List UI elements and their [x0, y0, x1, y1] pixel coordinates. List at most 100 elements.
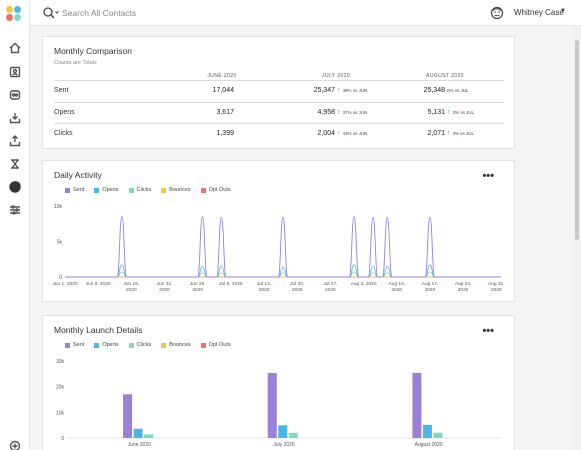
- x-tick-line: 2020: [126, 287, 137, 293]
- x-tick-line: Aug 24,: [455, 281, 472, 287]
- user-name[interactable]: Whitney Case: [514, 8, 564, 17]
- home-icon[interactable]: [8, 41, 21, 54]
- y-tick-label: 20k: [56, 385, 65, 391]
- legend-item[interactable]: Sent: [65, 342, 84, 348]
- more-options-button[interactable]: •••: [482, 325, 494, 337]
- reports-icon[interactable]: [8, 180, 21, 193]
- card-title: Monthly Comparison: [54, 46, 132, 56]
- monthly-launch-chart: 0 10k 20k 30k June 2020 July 2020 August 2020: [56, 359, 501, 448]
- x-tick-label: Jun 1, 2020: [52, 281, 77, 287]
- x-tick-label: Jun 8, 2020: [86, 281, 111, 287]
- x-tick-line: 2020: [325, 287, 336, 293]
- campaigns-icon[interactable]: [8, 88, 21, 101]
- legend-item[interactable]: Opens: [94, 342, 119, 348]
- x-tick-label: July 2020: [273, 442, 295, 448]
- chevron-down-icon[interactable]: ▼: [560, 8, 566, 14]
- divider: [54, 123, 504, 124]
- bar-opens: [422, 424, 432, 438]
- search-icon[interactable]: [42, 6, 60, 20]
- x-tick-line: 2020: [491, 287, 502, 293]
- divider: [54, 80, 504, 81]
- x-tick-label: Jun 22, 2020: [157, 281, 173, 293]
- more-options-button[interactable]: •••: [482, 170, 494, 182]
- y-tick-label: 0: [61, 436, 64, 442]
- arrow-up-icon: ↑: [337, 130, 341, 137]
- legend-item[interactable]: Opt Outs: [200, 342, 231, 348]
- x-tick-line: Jun 22,: [157, 281, 173, 287]
- x-tick-line: Jun 29,: [190, 281, 206, 287]
- sidebar: [0, 0, 30, 450]
- x-tick-label: June 2020: [128, 442, 152, 448]
- row-label: Sent: [54, 87, 69, 94]
- legend-item[interactable]: Opens: [94, 187, 119, 193]
- outbox-icon[interactable]: [8, 134, 21, 147]
- y-tick-label: 5k: [57, 240, 63, 246]
- x-tick-line: 2020: [292, 287, 303, 293]
- row-label: Clicks: [54, 130, 73, 137]
- table-cell: 17,044: [212, 87, 234, 94]
- x-tick-label: Aug 3, 2020: [351, 281, 377, 287]
- x-tick-label: Jul 27, 2020: [323, 281, 337, 293]
- series-line-clicks: [64, 271, 501, 278]
- x-tick-line: 2020: [159, 287, 170, 293]
- legend-item[interactable]: Bounces: [161, 342, 191, 348]
- legend-item[interactable]: Opt Outs: [200, 187, 231, 193]
- series-line-opens: [64, 264, 501, 278]
- column-header: JULY 2020: [322, 73, 350, 79]
- table-cell: 1,399: [216, 130, 234, 137]
- chart-legend: Sent Opens Clicks Bounces Opt Outs: [65, 342, 231, 348]
- legend-item[interactable]: Sent: [65, 187, 84, 193]
- table-cell: 2,004 ↑ 43% vs JUN: [317, 130, 368, 137]
- bar-clicks: [288, 432, 298, 438]
- x-tick-label: Jul 20, 2020: [290, 281, 304, 293]
- legend-item[interactable]: Clicks: [128, 187, 151, 193]
- settings-sliders-icon[interactable]: [8, 203, 21, 216]
- column-header: JUNE 2020: [207, 73, 237, 79]
- x-tick-line: Jul 13,: [257, 281, 271, 287]
- x-tick-label: Aug 10, 2020: [388, 281, 405, 293]
- x-tick-label: Aug 24, 2020: [455, 281, 472, 293]
- table-cell: 5,131 ↑ 3% vs JUL: [427, 109, 475, 116]
- row-label: Opens: [54, 109, 75, 116]
- x-tick-label: Jul 13, 2020: [257, 281, 271, 293]
- table-cell: 25,348 0% vs JUL: [423, 87, 469, 94]
- y-tick-label: 10k: [56, 410, 65, 416]
- card-title: Daily Activity: [54, 170, 102, 180]
- x-tick-label: Jun 15, 2020: [123, 281, 139, 293]
- arrow-up-icon: ↑: [337, 87, 341, 94]
- bar-sent: [412, 372, 422, 438]
- x-tick-label: Aug 31, 2020: [488, 281, 505, 293]
- inbox-icon[interactable]: [8, 111, 21, 124]
- x-tick-line: Jul 20,: [290, 281, 304, 287]
- y-tick-label: 0: [59, 275, 62, 281]
- bar-clicks: [433, 432, 443, 438]
- scrollbar-thumb[interactable]: [575, 40, 579, 240]
- bar-sent: [267, 372, 277, 438]
- x-tick-line: 2020: [458, 287, 469, 293]
- x-tick-line: Jul 27,: [323, 281, 337, 287]
- card-title: Monthly Launch Details: [54, 325, 143, 335]
- legend-item[interactable]: Bounces: [161, 187, 191, 193]
- table-cell: 4,958 ↑ 37% vs JUN: [317, 109, 368, 116]
- app-logo[interactable]: [6, 6, 22, 22]
- bar-opens: [278, 425, 288, 438]
- table-cell: 25,347 ↑ 49% vs JUN: [313, 87, 368, 94]
- card-subtitle: Counts are Totals: [54, 60, 97, 66]
- add-icon[interactable]: [8, 439, 21, 450]
- series-line-sent: [64, 216, 501, 278]
- x-tick-line: 2020: [425, 287, 436, 293]
- daily-activity-card: Daily Activity ••• Sent Opens Clicks Bou…: [42, 160, 515, 302]
- divider: [54, 102, 504, 103]
- automation-icon[interactable]: [8, 157, 21, 170]
- column-header: AUGUST 2020: [426, 73, 464, 79]
- x-tick-line: 2020: [192, 287, 203, 293]
- x-tick-line: 2020: [259, 287, 270, 293]
- contacts-icon[interactable]: [8, 65, 21, 78]
- bar-sent: [123, 394, 133, 438]
- y-tick-label: 30k: [56, 359, 65, 365]
- legend-item[interactable]: Clicks: [128, 342, 151, 348]
- table-cell: 2,071 ↑ 3% vs JUL: [427, 130, 475, 137]
- x-tick-label: Aug 17, 2020: [422, 281, 439, 293]
- user-avatar-icon[interactable]: [490, 6, 504, 20]
- search-input[interactable]: [62, 5, 302, 21]
